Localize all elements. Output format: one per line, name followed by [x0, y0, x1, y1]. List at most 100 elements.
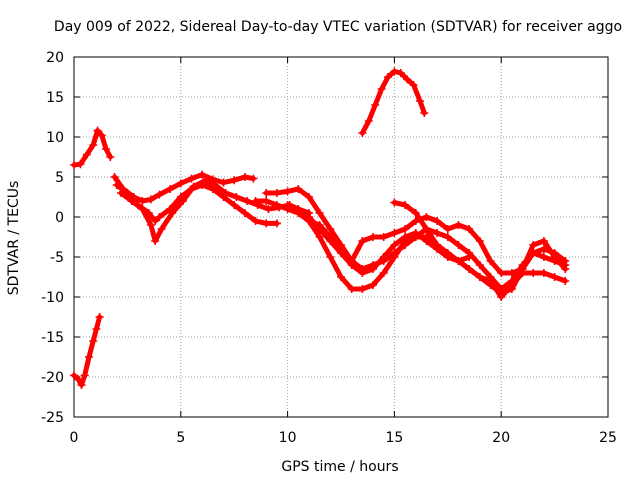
- data-point: [539, 237, 548, 245]
- data-point: [486, 273, 495, 281]
- data-point: [272, 219, 281, 228]
- data-point: [443, 253, 452, 261]
- data-point: [112, 181, 121, 189]
- data-point: [454, 257, 463, 265]
- data-point: [529, 269, 538, 277]
- y-tick-labels: 20 15 10 5 0 -5 -10 -15 -20 -25: [41, 50, 64, 426]
- y-tick-label: 15: [46, 90, 64, 106]
- data-point: [529, 241, 538, 249]
- data-point: [155, 190, 164, 199]
- data-point: [272, 201, 281, 209]
- data-point: [178, 197, 187, 205]
- plot-border: [73, 56, 609, 418]
- data-point: [264, 205, 273, 213]
- data-point: [416, 97, 425, 105]
- data-point: [497, 289, 506, 297]
- y-axis-title: SDTVAR / TECUs: [6, 181, 22, 296]
- series-trace: [359, 68, 427, 136]
- y-tick-label: -5: [50, 250, 64, 266]
- data-point: [116, 189, 125, 197]
- data-point: [272, 189, 281, 197]
- y-tick-label: -15: [41, 330, 64, 346]
- series-trace-mid-d: [304, 213, 570, 277]
- data-point: [77, 381, 86, 389]
- data-point: [561, 277, 570, 285]
- data-point: [294, 205, 303, 213]
- y-tick-label: 0: [55, 210, 64, 226]
- data-point: [151, 237, 160, 245]
- data-point: [518, 265, 527, 273]
- data-point: [262, 189, 271, 197]
- data-point: [176, 179, 185, 188]
- data-point: [379, 269, 388, 277]
- data-point: [283, 187, 292, 196]
- x-tick-label: 0: [70, 430, 79, 446]
- series-trace-late-dip: [390, 198, 474, 265]
- x-axis-title: GPS time / hours: [281, 459, 398, 475]
- data-point: [379, 233, 388, 241]
- data-point: [371, 101, 380, 109]
- data-point: [422, 213, 431, 221]
- data-point: [379, 253, 388, 261]
- data-point: [315, 221, 324, 229]
- data-point: [369, 233, 378, 241]
- data-point: [240, 209, 249, 217]
- data-point: [210, 181, 219, 189]
- data-point: [230, 201, 239, 209]
- x-tick-label: 10: [279, 430, 297, 446]
- series-trace-early-peak: [70, 126, 115, 169]
- data-point: [110, 173, 119, 181]
- data-point: [561, 265, 570, 273]
- data-point: [422, 237, 431, 245]
- data-point: [151, 217, 160, 225]
- data-point: [475, 237, 484, 245]
- data-point: [106, 153, 115, 161]
- data-point: [82, 150, 91, 159]
- data-point: [221, 189, 230, 197]
- data-point: [283, 201, 292, 209]
- data-point: [383, 73, 392, 81]
- data-point: [262, 197, 271, 205]
- data-point: [420, 109, 429, 117]
- data-point: [146, 195, 155, 204]
- data-point: [422, 225, 431, 233]
- data-point: [326, 233, 335, 241]
- data-point: [401, 225, 410, 233]
- data-point: [74, 375, 83, 384]
- data-point: [262, 219, 271, 228]
- data-point: [454, 241, 463, 249]
- data-point: [138, 205, 147, 213]
- data-point: [168, 209, 177, 217]
- data-point: [249, 174, 258, 183]
- data-point: [550, 253, 559, 261]
- data-point: [411, 209, 420, 217]
- data-point: [232, 193, 241, 201]
- data-point: [230, 176, 239, 185]
- data-point: [390, 229, 399, 237]
- data-point: [433, 229, 442, 237]
- data-point: [401, 201, 410, 209]
- data-point: [364, 117, 373, 125]
- data-point: [93, 126, 102, 135]
- data-point: [507, 269, 516, 277]
- data-point: [219, 178, 228, 187]
- data-point: [243, 197, 252, 205]
- data-point: [89, 337, 98, 345]
- data-point: [198, 170, 207, 179]
- data-point: [465, 265, 474, 273]
- data-point: [465, 225, 474, 233]
- data-point: [396, 69, 405, 77]
- data-point: [358, 237, 367, 245]
- data-point: [200, 177, 209, 185]
- x-tick-label: 25: [599, 430, 617, 446]
- data-point: [251, 217, 260, 225]
- x-tick-label: 20: [492, 430, 510, 446]
- data-point: [403, 75, 412, 84]
- x-tick-labels: 0 5 10 15 20 25: [70, 430, 617, 446]
- data-point: [486, 281, 495, 289]
- data-point: [369, 281, 378, 289]
- data-point: [475, 273, 484, 281]
- y-tick-label: 10: [46, 130, 64, 146]
- data-point: [377, 85, 386, 93]
